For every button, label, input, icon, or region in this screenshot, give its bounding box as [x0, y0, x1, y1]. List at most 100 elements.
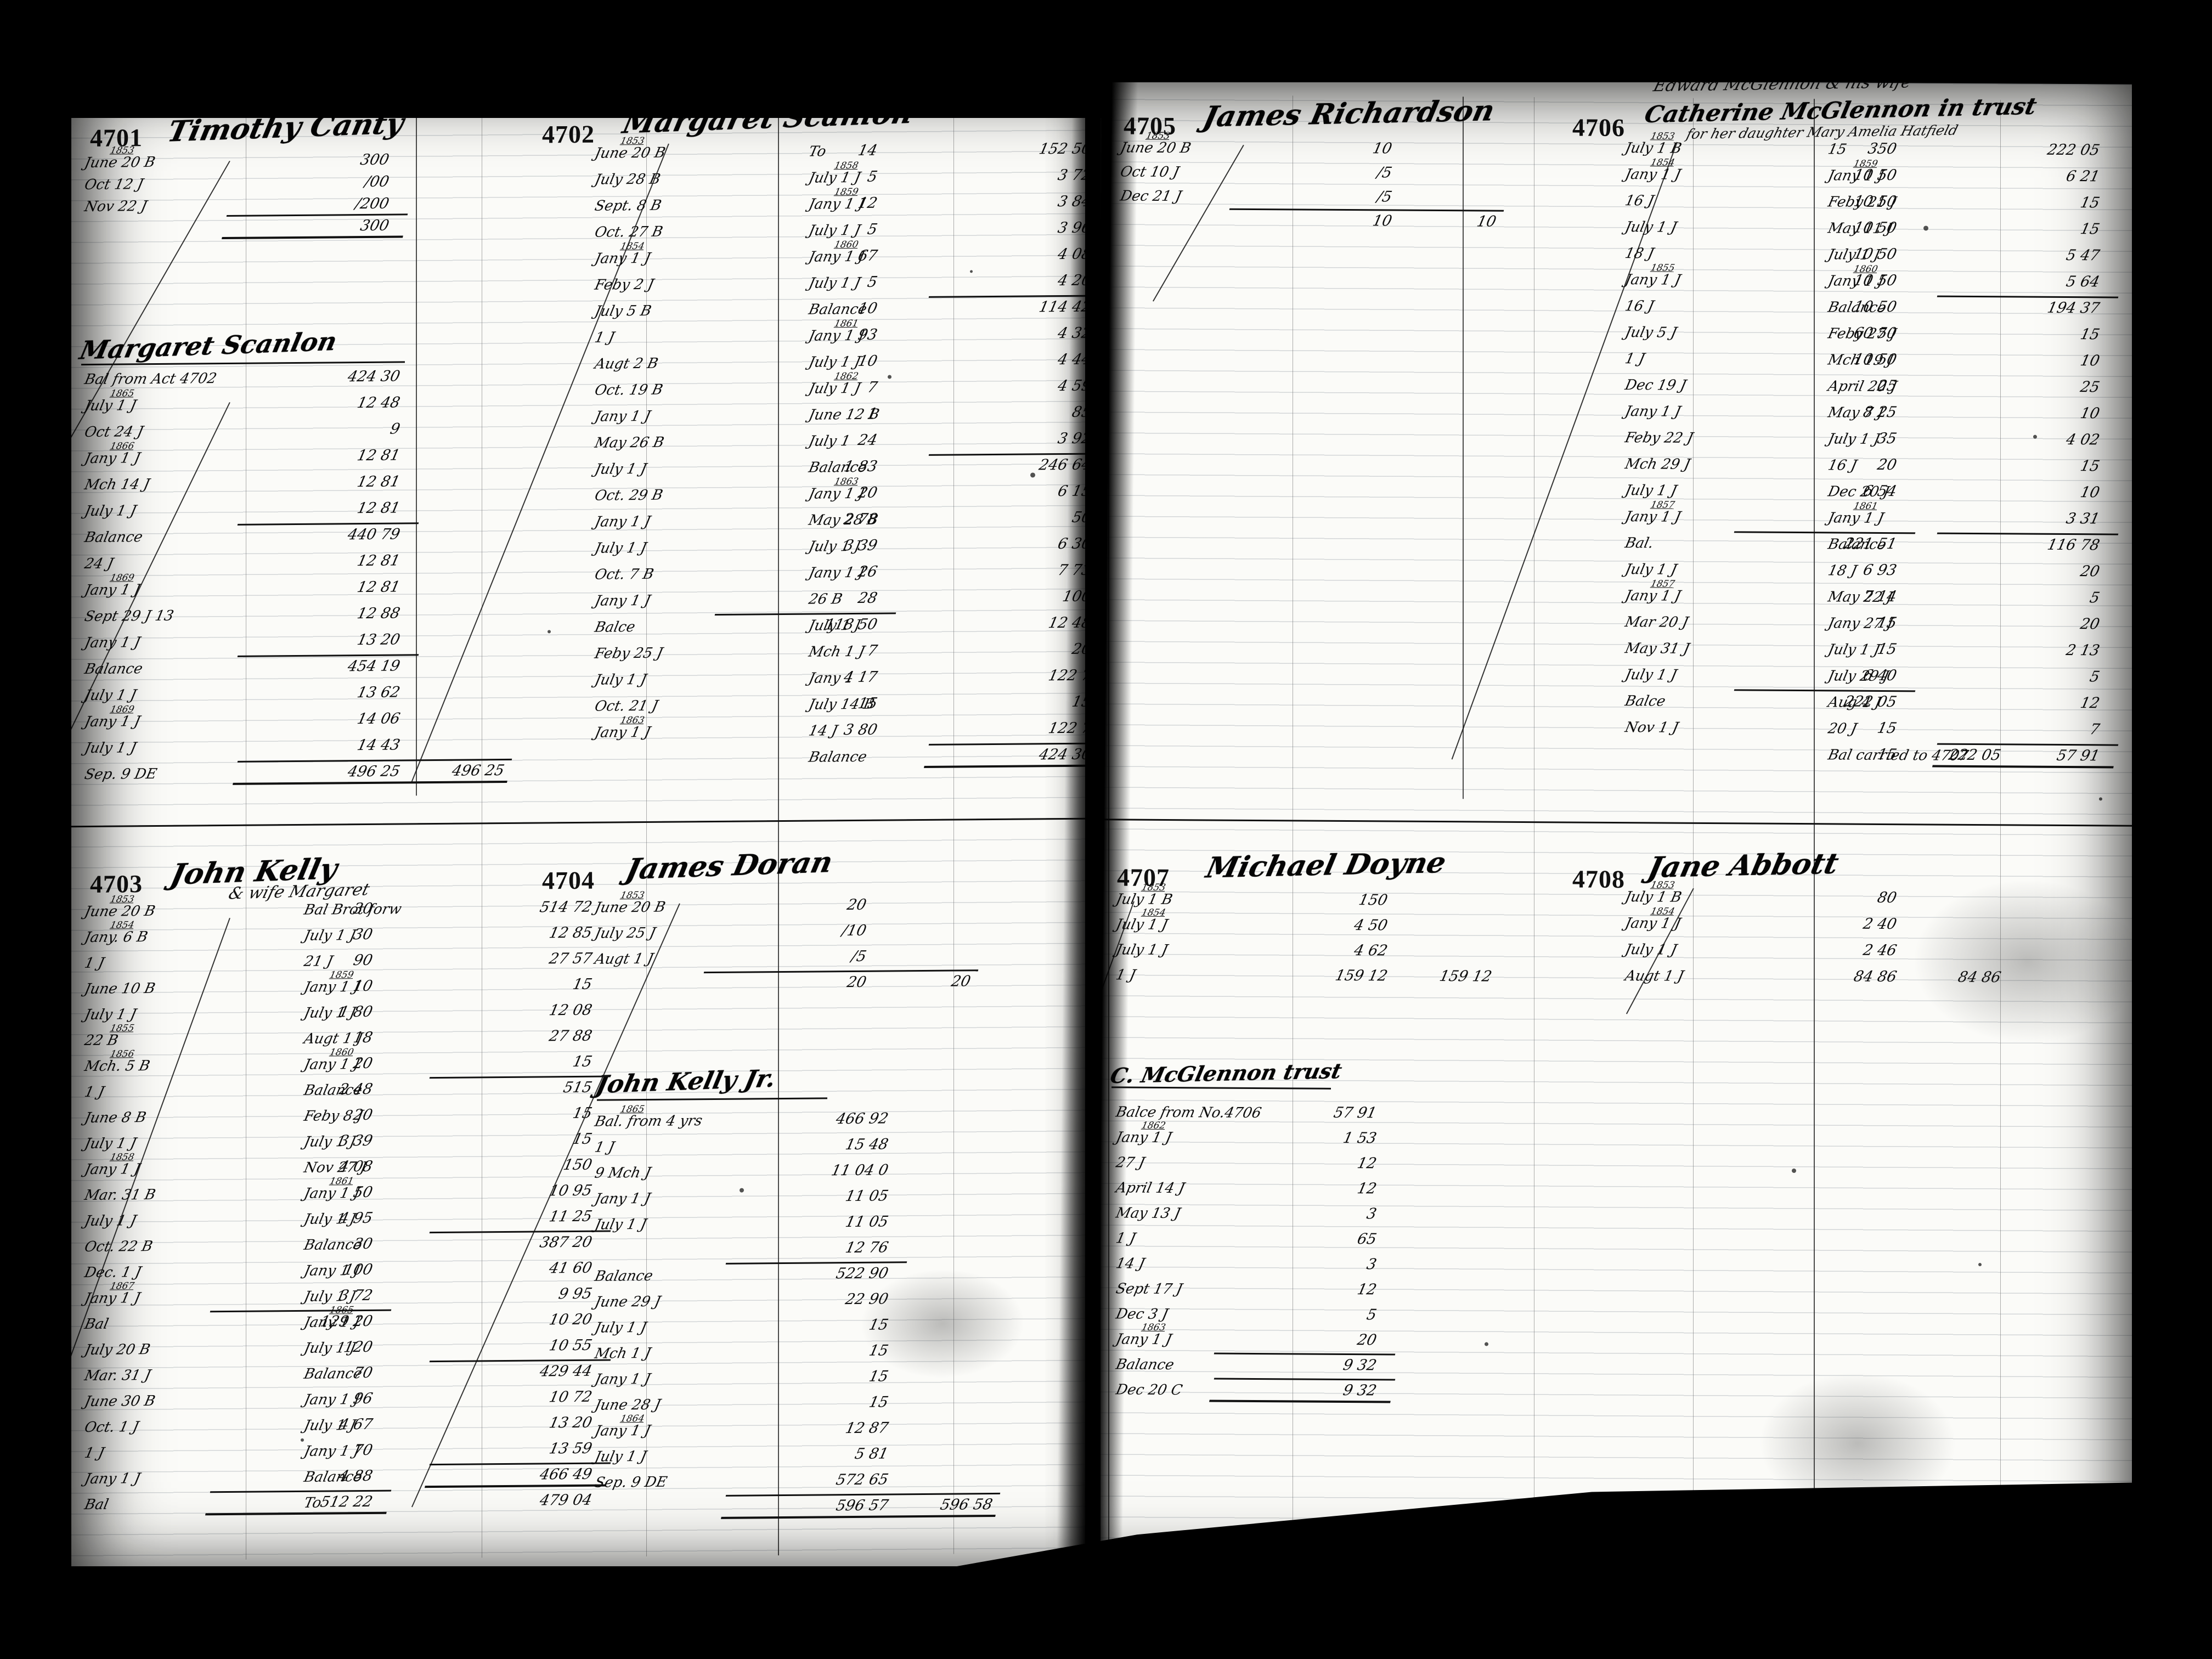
ledger-row-date: July 1 J — [593, 539, 648, 557]
ledger-row-date: June 20 B — [83, 902, 157, 921]
ledger-row-date: June 20 B — [593, 899, 667, 916]
ledger-page-right: 4705 James Richardson 4706 Edward McGlen… — [1101, 78, 2132, 1582]
ink-blot — [970, 270, 973, 273]
ledger-row: Balce from No.4706 57 91 — [1110, 1103, 1510, 1126]
ledger-row-date: 16 J — [1623, 298, 1656, 315]
ledger-row-date: Jany 1 J — [302, 1185, 362, 1202]
ledger-row-date: Jany 1 J — [83, 1290, 142, 1307]
ledger-row-amount: 10 95 — [548, 1182, 594, 1200]
ledger-row-date — [87, 219, 213, 221]
ledger-row-amount: 7 — [2088, 721, 2102, 738]
ledger-row-date: July 1 J — [302, 1133, 358, 1150]
ledger-row-amount: 466 92 — [834, 1110, 890, 1128]
ledger-row-date: July 5 B — [593, 302, 653, 320]
ledger-row-amount: 10 — [2079, 405, 2102, 422]
ledger-row-date: 16 J — [1826, 457, 1859, 474]
ledger-row: July 1 J 11 05 — [589, 1212, 1022, 1237]
ledger-row: June 28 J 15 — [589, 1393, 1022, 1417]
ledger-row: 1 J 159 12 159 12 — [1110, 966, 1521, 989]
ledger-row-date: Oct. 27 B — [593, 223, 664, 241]
ledger-row-amount: 15 — [2079, 194, 2102, 212]
ledger-row-amount: 300 — [358, 217, 391, 235]
account-name: Catherine McGlennon in trust — [1642, 92, 2040, 128]
account-block-4701-continuation: Margaret Scanlon — [65, 326, 575, 366]
ledger-row-date: Jany 1 J — [1623, 588, 1683, 605]
ledger-row-date: June 10 B — [83, 980, 157, 998]
ledger-row-date: Feby 8 J — [302, 1108, 365, 1125]
ledger-row-date: Jany 1 J — [593, 513, 652, 531]
ledger-row-date: Mar 20 J — [1623, 614, 1690, 631]
ledger-row-date: Augt 1 J — [302, 1030, 364, 1047]
ledger-row-date: Augt 2 B — [593, 355, 660, 373]
ledger-row-date: Balance — [302, 1365, 364, 1383]
ledger-row-date: 20 J — [1826, 720, 1859, 737]
ledger-row-amount: /10 — [840, 922, 868, 940]
ledger-row-date: Sept 29 J 13 — [83, 607, 176, 625]
ledger-row-amount: 5 81 — [853, 1445, 890, 1463]
ledger-row-date: 14 J — [1114, 1255, 1147, 1272]
account-name: Jane Abbott — [1645, 847, 1842, 885]
scan-edge-left — [0, 0, 71, 1659]
ledger-row-date: July 1 J — [1826, 431, 1882, 448]
ledger-row: Mch 1 J20 — [803, 640, 1085, 664]
ledger-row-date: July 1 J — [807, 274, 862, 292]
ledger-rule-line — [928, 295, 1085, 298]
ledger-row-date: Nov 22 J — [83, 198, 149, 216]
ledger-row-date: May 11 J — [1826, 220, 1894, 238]
ledger-row-date: Jany 1 J — [807, 195, 866, 213]
ledger-row-amount: 572 65 — [834, 1471, 890, 1489]
ledger-row-date: Balance — [593, 1267, 654, 1285]
ledger-row-date: Mch 29 J — [1623, 456, 1692, 473]
ledger-row: Bal from Act 4702 424 30 — [79, 367, 533, 392]
ledger-row-amount: 5 — [1365, 1306, 1379, 1324]
ledger-row-amount: 515 — [561, 1079, 594, 1097]
ledger-row-amount: 25 — [2079, 379, 2102, 396]
ledger-row-amount: 20 — [1356, 1331, 1379, 1349]
ledger-row-date: Jany 1 J — [807, 485, 866, 503]
ledger-row-amount: 65 — [1356, 1231, 1379, 1248]
ledger-row-date: July 1 J — [1826, 246, 1882, 263]
ledger-row-amount: 27 88 — [548, 1027, 594, 1045]
ledger-row-date: April 14 J — [1114, 1180, 1187, 1197]
account-number: 4702 — [542, 120, 595, 149]
ledger-row: Balance 440 79 — [79, 522, 533, 550]
ledger-row: Mch 19 J 10 — [1822, 351, 2132, 374]
ledger-row-amount: 13 62 — [356, 684, 402, 702]
ledger-row-amount: 2 40 — [1861, 915, 1899, 933]
ledger-row-date: Balance — [1826, 536, 1888, 553]
ledger-row: Jany 1 J 11 05 — [589, 1187, 1022, 1211]
ledger-row: May 7 J 10 — [1822, 403, 2132, 426]
ledger-row-date: Jany 1 J — [83, 1161, 142, 1178]
ledger-row-date: Jany 1 J — [593, 724, 652, 741]
ledger-row: 1863 Jany 1 J 20 — [1110, 1322, 1510, 1353]
ledger-rule-line — [429, 1462, 611, 1466]
ledger-row-date: 15 — [1826, 141, 1848, 158]
ledger-row: 12 76 — [589, 1238, 1022, 1262]
ledger-rule-line — [210, 1489, 392, 1493]
ledger-row-date: Balce from No.4706 — [1114, 1104, 1263, 1122]
ledger-row-amount: 12 81 — [356, 499, 402, 517]
ledger-row-amount: 6 21 — [2064, 168, 2102, 185]
ledger-rule-line — [1937, 295, 2119, 298]
ledger-row-date: July 1 J — [807, 538, 862, 555]
ledger-rule-line — [237, 522, 419, 526]
ledger-row-date: Dec 20 C — [1114, 1381, 1184, 1399]
ink-blot — [2099, 797, 2102, 801]
ledger-row-date: 18 J — [1623, 245, 1656, 262]
ledger-row-date: Jany 1 J — [593, 592, 652, 610]
ink-blot — [1978, 1263, 1982, 1267]
ledger-row-amount: /5 — [850, 947, 868, 966]
ledger-row-amount: 150 — [1357, 891, 1390, 909]
ledger-row-date: July 5 J — [1623, 324, 1679, 341]
ledger-row-date: Jany 1 J — [1623, 272, 1683, 289]
ledger-row-date: July 1 J — [1114, 941, 1170, 958]
ledger-row: Aug 4 J 12 — [1822, 693, 2132, 716]
ledger-row-date: Bal carried to 4707 — [1826, 747, 1970, 764]
ledger-row-amount: 12 76 — [844, 1239, 890, 1257]
ledger-row-amount: 12 81 — [356, 552, 402, 570]
ledger-row-amount: 20 — [2079, 563, 2102, 580]
ledger-row-date: 14 J — [807, 723, 839, 740]
ledger-row-date: July 14 B — [807, 696, 876, 713]
ledger-row-date: June 20 B — [593, 144, 667, 162]
ledger-row: 1869 Jany 1 J 12 81 — [79, 572, 533, 602]
